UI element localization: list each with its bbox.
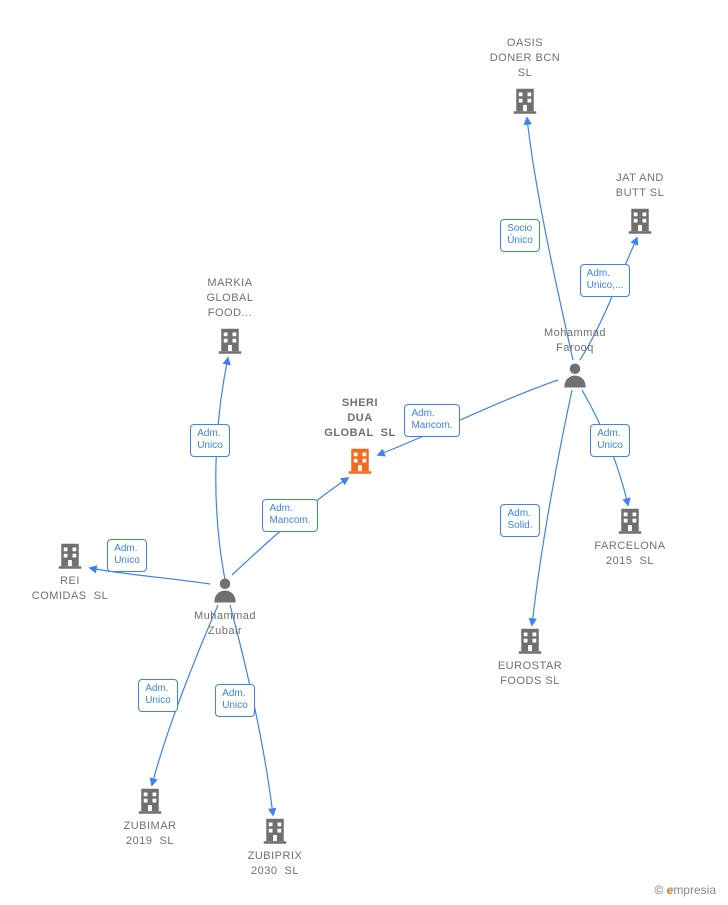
node-farcelona[interactable]: FARCELONA 2015 SL bbox=[594, 501, 665, 569]
node-zubimar[interactable]: ZUBIMAR 2019 SL bbox=[124, 781, 177, 849]
edge-label-zubair-zubiprix: Adm. Unico bbox=[215, 684, 255, 717]
building-icon bbox=[32, 540, 108, 570]
node-label-farcelona: FARCELONA 2015 SL bbox=[594, 539, 665, 569]
node-label-center: SHERI DUA GLOBAL SL bbox=[324, 396, 395, 441]
copyright-symbol: © bbox=[654, 883, 663, 897]
node-rei[interactable]: REI COMIDAS SL bbox=[32, 536, 108, 604]
node-label-farooq: Mohammad Farooq bbox=[544, 326, 606, 356]
node-label-oasis: OASIS DONER BCN SL bbox=[490, 36, 561, 81]
building-icon bbox=[324, 445, 395, 475]
building-icon bbox=[490, 85, 561, 115]
edge-label-zubair-zubimar: Adm. Unico bbox=[138, 679, 178, 712]
node-zubair[interactable]: Muhammad Zubair bbox=[194, 571, 256, 639]
credit-footer: © empresia bbox=[654, 883, 716, 897]
node-center[interactable]: SHERI DUA GLOBAL SL bbox=[324, 396, 395, 479]
brand-rest: mpresia bbox=[673, 883, 716, 897]
person-icon bbox=[194, 575, 256, 605]
building-icon bbox=[616, 205, 665, 235]
edge-label-farooq-jat: Adm. Unico,... bbox=[580, 264, 631, 297]
edge-label-zubair-center: Adm. Mancom. bbox=[262, 499, 317, 532]
node-oasis[interactable]: OASIS DONER BCN SL bbox=[490, 36, 561, 119]
node-farooq[interactable]: Mohammad Farooq bbox=[544, 326, 606, 394]
edge-label-zubair-rei: Adm. Unico bbox=[107, 539, 147, 572]
building-icon bbox=[124, 785, 177, 815]
node-jat[interactable]: JAT AND BUTT SL bbox=[616, 171, 665, 239]
node-label-zubimar: ZUBIMAR 2019 SL bbox=[124, 819, 177, 849]
edge-label-farooq-farcelona: Adm. Unico bbox=[590, 424, 630, 457]
person-icon bbox=[544, 360, 606, 390]
node-label-zubiprix: ZUBIPRIX 2030 SL bbox=[248, 849, 303, 879]
node-markia[interactable]: MARKIA GLOBAL FOOD... bbox=[206, 276, 253, 359]
node-label-rei: REI COMIDAS SL bbox=[32, 574, 108, 604]
building-icon bbox=[248, 815, 303, 845]
node-label-zubair: Muhammad Zubair bbox=[194, 609, 256, 639]
edge-zubair-markia bbox=[216, 358, 228, 580]
edge-label-farooq-oasis: Socio Único bbox=[500, 219, 540, 252]
edge-label-zubair-markia: Adm. Unico bbox=[190, 424, 230, 457]
building-icon bbox=[206, 325, 253, 355]
node-zubiprix[interactable]: ZUBIPRIX 2030 SL bbox=[248, 811, 303, 879]
building-icon bbox=[498, 625, 562, 655]
edge-label-farooq-eurostar: Adm. Solid. bbox=[500, 504, 539, 537]
building-icon bbox=[594, 505, 665, 535]
node-label-jat: JAT AND BUTT SL bbox=[616, 171, 665, 201]
node-label-eurostar: EUROSTAR FOODS SL bbox=[498, 659, 562, 689]
edge-label-farooq-center: Adm. Mancom. bbox=[404, 404, 459, 437]
node-label-markia: MARKIA GLOBAL FOOD... bbox=[206, 276, 253, 321]
node-eurostar[interactable]: EUROSTAR FOODS SL bbox=[498, 621, 562, 689]
